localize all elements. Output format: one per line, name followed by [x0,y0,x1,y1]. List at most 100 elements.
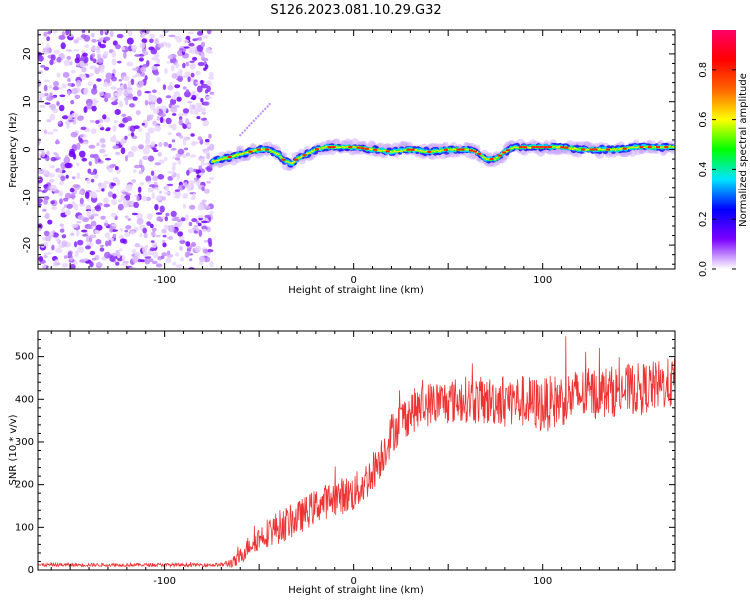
signal-track-point [243,153,245,155]
noise-blob [188,47,192,54]
noise-blob [92,98,97,102]
noise-blob [55,236,60,242]
noise-blob [172,191,178,195]
noise-blob [152,89,157,93]
noise-blob [103,51,109,57]
noise-blob [163,141,169,147]
signal-track-point [617,149,619,151]
noise-blob [73,39,79,44]
noise-blob [95,224,103,231]
noise-blob [110,97,117,101]
noise-blob [142,246,148,254]
noise-blob [123,51,127,59]
signal-track-point [403,149,406,152]
noise-blob [79,197,84,205]
noise-blob [119,238,126,244]
noise-blob [103,36,111,41]
noise-blob [159,205,165,213]
signal-track-point [598,147,601,150]
noise-blob [179,135,184,139]
signal-track-point [661,146,663,148]
signal-track-point [439,150,441,152]
noise-blob [106,127,111,131]
signal-track-point [662,146,664,148]
noise-blob [205,47,211,54]
noise-blob [130,132,135,137]
noise-blob [45,252,52,255]
noise-blob [127,218,132,221]
noise-blob [148,92,153,100]
signal-track-point [660,146,662,149]
noise-blob [52,128,59,132]
signal-track-point [577,148,579,150]
noise-blob [124,232,131,237]
noise-blob [145,134,151,140]
noise-blob [91,213,99,217]
noise-blob [49,164,56,169]
noise-blob [170,210,177,217]
noise-blob [51,244,55,251]
noise-blob [140,165,145,173]
signal-track-point [225,157,228,159]
noise-blob [189,154,197,158]
noise-blob [187,101,193,104]
noise-blob [149,248,157,251]
noise-blob [192,56,198,61]
noise-blob [188,42,195,47]
x-tick-label: -100 [153,576,176,587]
noise-blob [149,184,155,188]
noise-blob [52,232,59,238]
noise-blob [197,222,202,227]
colorbar: 0.0 0.2 0.4 0.6 0.8 Normalized spectral ampl… [698,30,749,277]
noise-blob [89,250,96,256]
noise-blob [185,61,190,67]
signal-track-point [324,146,326,149]
noise-blob [95,239,102,245]
noise-blob [144,257,151,265]
noise-blob [144,144,151,149]
noise-blob [96,142,100,147]
noise-blob [209,71,214,78]
noise-blob [144,256,152,259]
signal-track-point [571,148,574,151]
noise-blob [201,199,207,203]
noise-blob [67,78,71,82]
noise-blob [78,190,83,195]
signal-track-point [634,146,636,149]
signal-track-point [483,156,485,158]
y-tick-label: 200 [15,480,34,491]
noise-blob [139,182,144,186]
noise-blob [46,36,50,42]
noise-blob [167,132,172,135]
noise-blob [94,67,101,75]
colorbar-tick-label: 0.2 [698,211,709,227]
streak-point [261,110,265,113]
signal-track-point [313,149,315,151]
signal-track-point [637,146,639,148]
noise-blob [154,204,159,211]
noise-blob [150,231,156,237]
noise-blob [193,230,199,234]
signal-track-point [441,149,443,151]
noise-blob [152,175,159,181]
signal-track-point [307,152,309,154]
noise-blob [147,213,153,220]
noise-blob [104,92,112,99]
signal-track-point [616,148,618,150]
noise-blob [111,51,117,58]
noise-blob [131,145,138,152]
signal-track-point [455,148,457,151]
signal-track-point [510,148,512,149]
noise-blob [201,228,207,233]
noise-blob [127,80,132,88]
noise-blob [126,37,134,45]
noise-blob [70,232,75,236]
noise-blob [140,66,147,73]
noise-blob [81,157,88,162]
signal-track-point [670,147,672,149]
signal-track-point [320,147,322,149]
signal-track-point [293,160,296,163]
noise-blob [124,155,129,162]
noise-blob [91,87,98,95]
